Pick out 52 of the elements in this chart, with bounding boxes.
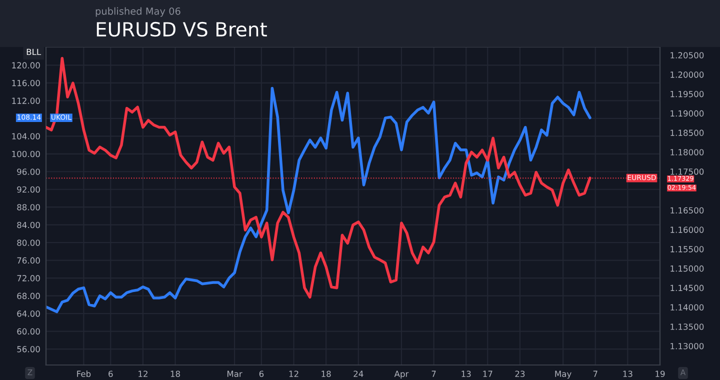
y-tick-label: 72.00 <box>17 275 40 282</box>
y2-tick-label: 1.17500 <box>670 168 704 175</box>
x-tick-label: 18 <box>170 370 180 378</box>
y2-tick-label: 1.13500 <box>670 324 704 330</box>
y2-tick-label: 1.19000 <box>670 110 704 117</box>
x-tick-label: 12 <box>289 370 298 377</box>
y2-tick-label: 1.19500 <box>670 90 704 98</box>
y2-tick-label: 1.15000 <box>670 265 704 272</box>
x-tick-label: 17 <box>483 370 492 377</box>
y2-tick-label: 1.18000 <box>670 149 704 156</box>
y2-tick-label: 1.20000 <box>670 72 704 78</box>
y-tick-label: 88.00 <box>17 204 40 210</box>
y-tick-label: 100.00 <box>12 150 40 158</box>
y-tick-label: 60.00 <box>17 328 40 335</box>
x-tick-label: 7 <box>593 370 598 377</box>
y-tick-label: 116.00 <box>12 80 40 86</box>
y-axis-title: BLL <box>26 48 42 55</box>
y-tick-label: 56.00 <box>17 346 40 352</box>
x-tick-label: 6 <box>259 370 264 378</box>
x-tick-label: 12 <box>138 370 148 377</box>
x-tick-label: 7 <box>432 370 436 377</box>
chart-title: EURUSD VS Brent <box>96 22 267 37</box>
x-tick-label: 18 <box>322 370 331 378</box>
x-tick-label: May <box>555 370 572 379</box>
y2-tick-label: 1.16500 <box>670 207 704 214</box>
x-tick-label: Feb <box>77 370 91 378</box>
y2-tick-label: 1.16000 <box>670 226 704 233</box>
y-tick-label: 112.00 <box>12 98 40 104</box>
y-tick-label: 96.00 <box>17 168 40 175</box>
chart-subtitle: published May 06 <box>96 7 180 17</box>
x-tick-label: 19 <box>656 370 665 378</box>
x-tick-label: Apr <box>394 370 409 379</box>
y-tick-label: 84.00 <box>17 222 40 228</box>
y2-tick-label: 1.15500 <box>670 246 704 252</box>
y-tick-label: 68.00 <box>17 292 40 300</box>
y-tick-label: 120.00 <box>12 62 40 68</box>
x-tick-label: Mar <box>227 370 242 378</box>
y-tick-label: 80.00 <box>17 240 40 246</box>
y2-tick-label: 1.14500 <box>670 284 704 292</box>
x-tick-label: 6 <box>108 370 113 378</box>
y2-tick-label: 1.13000 <box>670 342 704 350</box>
y-tick-label: 76.00 <box>17 257 40 264</box>
y2-tick-label: 1.20500 <box>670 52 704 58</box>
y2-tick-label: 1.18500 <box>670 130 704 136</box>
x-tick-label: 23 <box>515 370 525 378</box>
y2-tick-label: 1.14000 <box>670 304 704 310</box>
y-tick-label: 104.00 <box>12 133 40 140</box>
y-tick-label: 64.00 <box>17 310 40 317</box>
x-tick-label: 13 <box>462 370 471 378</box>
x-tick-label: 13 <box>623 370 632 378</box>
x-tick-label: 24 <box>354 370 364 377</box>
y-tick-label: 92.00 <box>17 186 40 193</box>
